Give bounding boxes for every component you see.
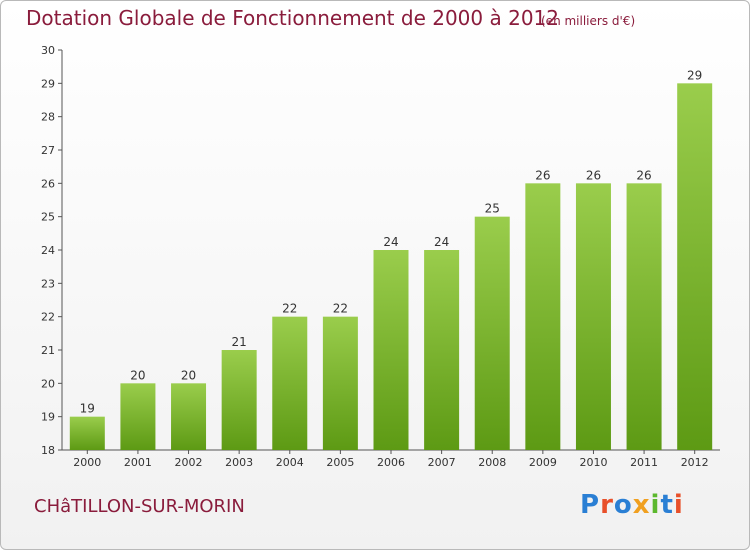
- x-tick-label: 2008: [478, 456, 506, 469]
- y-tick-label: 25: [41, 211, 55, 224]
- logo-letter: x: [632, 490, 651, 520]
- x-tick-label: 2004: [276, 456, 304, 469]
- bar-value-label: 22: [333, 302, 348, 316]
- bar-value-label: 26: [535, 168, 550, 182]
- y-tick-label: 22: [41, 311, 55, 324]
- y-tick-label: 30: [41, 44, 55, 57]
- y-tick-label: 19: [41, 411, 55, 424]
- y-tick-label: 24: [41, 244, 55, 257]
- bar: [575, 183, 611, 451]
- y-tick-label: 21: [41, 344, 55, 357]
- y-tick-label: 20: [41, 377, 55, 390]
- x-tick-label: 2003: [225, 456, 253, 469]
- bar: [373, 250, 409, 450]
- x-tick-label: 2000: [73, 456, 101, 469]
- logo-letter: P: [580, 490, 601, 520]
- logo-letter: i: [673, 490, 684, 520]
- x-tick-label: 2001: [124, 456, 152, 469]
- x-tick-label: 2005: [326, 456, 354, 469]
- bar: [525, 183, 561, 451]
- city-name: CHâTILLON-SUR-MORIN: [34, 496, 245, 517]
- x-tick-label: 2010: [579, 456, 607, 469]
- x-tick-label: 2009: [529, 456, 557, 469]
- x-tick-label: 2011: [630, 456, 658, 469]
- bar: [677, 83, 713, 450]
- bar: [69, 416, 105, 450]
- bar: [474, 216, 510, 450]
- bar: [272, 316, 308, 450]
- logo-letter: o: [613, 490, 633, 520]
- proxiti-logo[interactable]: Proxiti: [580, 490, 684, 520]
- x-tick-label: 2006: [377, 456, 405, 469]
- bar-value-label: 24: [383, 235, 398, 249]
- bar-value-label: 22: [282, 302, 297, 316]
- chart-subtitle: (en milliers d'€): [541, 14, 636, 28]
- bar-value-label: 21: [232, 335, 247, 349]
- bar-value-label: 20: [181, 368, 196, 382]
- bar-value-label: 26: [636, 168, 651, 182]
- chart-title: Dotation Globale de Fonctionnement de 20…: [26, 6, 559, 30]
- bar: [171, 383, 207, 450]
- bar: [221, 350, 257, 450]
- y-tick-label: 26: [41, 177, 55, 190]
- bar-value-label: 24: [434, 235, 449, 249]
- x-tick-label: 2002: [175, 456, 203, 469]
- logo-letter: r: [600, 490, 614, 520]
- y-tick-label: 18: [41, 444, 55, 457]
- y-tick-label: 28: [41, 111, 55, 124]
- bar-value-label: 25: [485, 202, 500, 216]
- bar-value-label: 29: [687, 68, 702, 82]
- bar: [424, 250, 460, 450]
- logo-letter: t: [660, 490, 674, 520]
- logo-letter: i: [650, 490, 661, 520]
- y-tick-label: 23: [41, 277, 55, 290]
- x-tick-label: 2007: [428, 456, 456, 469]
- bar-value-label: 19: [80, 402, 95, 416]
- y-tick-label: 27: [41, 144, 55, 157]
- y-tick-label: 29: [41, 77, 55, 90]
- x-tick-label: 2012: [681, 456, 709, 469]
- bar-value-label: 26: [586, 168, 601, 182]
- bar: [626, 183, 662, 451]
- bar: [120, 383, 156, 450]
- bar-value-label: 20: [130, 368, 145, 382]
- bar: [322, 316, 358, 450]
